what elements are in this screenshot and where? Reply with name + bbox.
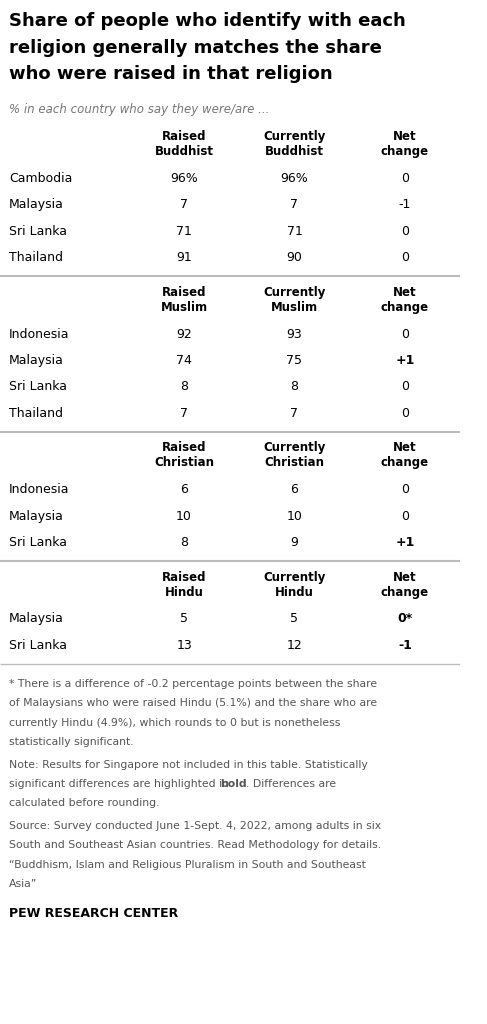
Text: Sri Lanka: Sri Lanka	[9, 380, 67, 393]
Text: 90: 90	[286, 251, 302, 264]
Text: 0*: 0*	[397, 612, 412, 626]
Text: 0: 0	[401, 510, 409, 522]
Text: 7: 7	[290, 407, 299, 420]
Text: 5: 5	[180, 612, 188, 626]
Text: Sri Lanka: Sri Lanka	[9, 225, 67, 238]
Text: 8: 8	[290, 380, 299, 393]
Text: Indonesia: Indonesia	[9, 328, 70, 341]
Text: Currently
Buddhist: Currently Buddhist	[263, 130, 326, 159]
Text: Net
change: Net change	[381, 441, 429, 469]
Text: Source: Survey conducted June 1-Sept. 4, 2022, among adults in six: Source: Survey conducted June 1-Sept. 4,…	[9, 820, 381, 830]
Text: Net
change: Net change	[381, 130, 429, 159]
Text: statistically significant.: statistically significant.	[9, 737, 134, 748]
Text: bold: bold	[221, 779, 247, 788]
Text: 0: 0	[401, 225, 409, 238]
Text: Raised
Hindu: Raised Hindu	[162, 570, 206, 599]
Text: 96%: 96%	[170, 172, 198, 185]
Text: -1: -1	[399, 199, 411, 211]
Text: 5: 5	[290, 612, 299, 626]
Text: Currently
Christian: Currently Christian	[263, 441, 326, 469]
Text: 92: 92	[176, 328, 192, 341]
Text: Indonesia: Indonesia	[9, 483, 70, 496]
Text: 7: 7	[180, 407, 188, 420]
Text: Net
change: Net change	[381, 286, 429, 314]
Text: Note: Results for Singapore not included in this table. Statistically: Note: Results for Singapore not included…	[9, 760, 368, 769]
Text: 7: 7	[180, 199, 188, 211]
Text: calculated before rounding.: calculated before rounding.	[9, 799, 160, 808]
Text: “Buddhism, Islam and Religious Pluralism in South and Southeast: “Buddhism, Islam and Religious Pluralism…	[9, 859, 366, 869]
Text: 10: 10	[286, 510, 302, 522]
Text: 6: 6	[291, 483, 299, 496]
Text: Sri Lanka: Sri Lanka	[9, 536, 67, 549]
Text: 9: 9	[291, 536, 299, 549]
Text: Currently
Hindu: Currently Hindu	[263, 570, 326, 599]
Text: 6: 6	[180, 483, 188, 496]
Text: of Malaysians who were raised Hindu (5.1%) and the share who are: of Malaysians who were raised Hindu (5.1…	[9, 698, 377, 709]
Text: 71: 71	[286, 225, 302, 238]
Text: 0: 0	[401, 483, 409, 496]
Text: Raised
Muslim: Raised Muslim	[161, 286, 207, 314]
Text: 12: 12	[287, 639, 302, 651]
Text: significant differences are highlighted in: significant differences are highlighted …	[9, 779, 233, 788]
Text: 10: 10	[176, 510, 192, 522]
Text: +1: +1	[395, 536, 414, 549]
Text: Currently
Muslim: Currently Muslim	[263, 286, 326, 314]
Text: 71: 71	[176, 225, 192, 238]
Text: 75: 75	[286, 354, 302, 367]
Text: 96%: 96%	[281, 172, 308, 185]
Text: 13: 13	[176, 639, 192, 651]
Text: 8: 8	[180, 380, 188, 393]
Text: Malaysia: Malaysia	[9, 510, 64, 522]
Text: 93: 93	[287, 328, 302, 341]
Text: currently Hindu (4.9%), which rounds to 0 but is nonetheless: currently Hindu (4.9%), which rounds to …	[9, 718, 340, 728]
Text: 0: 0	[401, 380, 409, 393]
Text: 0: 0	[401, 407, 409, 420]
Text: Raised
Buddhist: Raised Buddhist	[154, 130, 214, 159]
Text: Cambodia: Cambodia	[9, 172, 73, 185]
Text: PEW RESEARCH CENTER: PEW RESEARCH CENTER	[9, 906, 178, 920]
Text: 0: 0	[401, 328, 409, 341]
Text: Share of people who identify with each: Share of people who identify with each	[9, 12, 406, 31]
Text: 74: 74	[176, 354, 192, 367]
Text: who were raised in that religion: who were raised in that religion	[9, 66, 333, 83]
Text: Sri Lanka: Sri Lanka	[9, 639, 67, 651]
Text: 0: 0	[401, 172, 409, 185]
Text: 91: 91	[176, 251, 192, 264]
Text: . Differences are: . Differences are	[245, 779, 336, 788]
Text: South and Southeast Asian countries. Read Methodology for details.: South and Southeast Asian countries. Rea…	[9, 840, 381, 850]
Text: religion generally matches the share: religion generally matches the share	[9, 39, 382, 56]
Text: 8: 8	[180, 536, 188, 549]
Text: Malaysia: Malaysia	[9, 354, 64, 367]
Text: Net
change: Net change	[381, 570, 429, 599]
Text: 0: 0	[401, 251, 409, 264]
Text: 7: 7	[290, 199, 299, 211]
Text: -1: -1	[398, 639, 412, 651]
Text: Malaysia: Malaysia	[9, 199, 64, 211]
Text: Raised
Christian: Raised Christian	[154, 441, 214, 469]
Text: Malaysia: Malaysia	[9, 612, 64, 626]
Text: +1: +1	[395, 354, 414, 367]
Text: * There is a difference of -0.2 percentage points between the share: * There is a difference of -0.2 percenta…	[9, 679, 377, 689]
Text: % in each country who say they were/are ...: % in each country who say they were/are …	[9, 102, 270, 116]
Text: Thailand: Thailand	[9, 251, 63, 264]
Text: Asia”: Asia”	[9, 879, 37, 889]
Text: Thailand: Thailand	[9, 407, 63, 420]
